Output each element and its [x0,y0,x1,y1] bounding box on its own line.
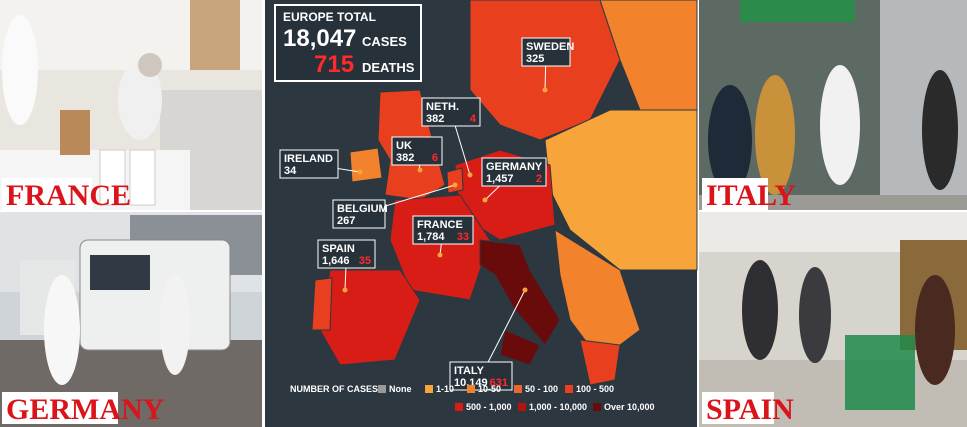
callout-box [421,97,481,127]
callout-dot [437,252,443,258]
legend-label: 50 - 100 [525,384,558,394]
callout-name: GERMANY [486,161,543,173]
callout-cases: 1,784 [417,231,445,243]
callout-dot [542,87,548,93]
total-deaths: 715 [314,51,354,78]
photo-label-box [2,392,118,424]
callout-deaths: 2 [536,173,542,185]
callout-name: NETH. [426,101,459,113]
callout-dot [522,287,528,293]
legend-swatch [565,385,573,393]
callout-box [332,199,386,229]
legend-label: 100 - 500 [576,384,614,394]
callout-deaths: 6 [432,152,438,164]
callout-box [449,361,513,391]
photo-label-box [2,178,92,210]
callout-name: SWEDEN [526,41,574,53]
callout-deaths: 35 [359,255,371,267]
photo-label: ITALY [706,179,796,212]
land [311,0,698,386]
callout-cases: 34 [284,165,297,177]
callout-cases: 382 [426,113,444,125]
callout-cases: 1,457 [486,173,514,185]
callout-cases: 1,646 [322,255,350,267]
callout-box [521,37,571,67]
callout-dot [467,172,473,178]
photo-label: SPAIN [706,393,794,426]
legend-label: 1,000 - 10,000 [529,402,587,412]
callout-name: FRANCE [417,219,463,231]
photo-labels: FRANCE GERMANY ITALY SPAIN [2,178,796,426]
legend-swatch [455,403,463,411]
callout-name: SPAIN [322,243,355,255]
legend-label: 10-50 [478,384,501,394]
callout-name: BELGIUM [337,203,388,215]
legend-label: 1-10 [436,384,454,394]
total-box: EUROPE TOTAL 18,047 CASES 715 DEATHS [274,4,422,82]
total-deaths-label: DEATHS [362,60,415,75]
callout-dot [342,287,348,293]
callout-dot [482,197,488,203]
callout-dot [357,169,363,175]
legend-label: 500 - 1,000 [466,402,512,412]
callout-box [481,157,547,187]
callout-box [412,215,474,245]
photo-label-box [702,178,768,210]
photo-italy [699,0,967,210]
callout-dot [417,167,423,173]
callout-name: UK [396,140,412,152]
photo-label-box [702,392,774,424]
legend-swatch [378,385,386,393]
callout-box [317,239,376,269]
total-cases: 18,047 [283,25,356,52]
callout-cases: 10,149 [454,377,488,389]
photo-label: GERMANY [6,393,165,426]
callout-cases: 267 [337,215,355,227]
photo-spain [699,212,967,427]
legend-title: NUMBER OF CASES [290,384,378,394]
callout-dot [452,182,458,188]
legend-swatch [593,403,601,411]
legend-label: Over 10,000 [604,402,655,412]
callout-name: ITALY [454,365,485,377]
total-title: EUROPE TOTAL [283,10,376,24]
legend-swatch [514,385,522,393]
callout-name: IRELAND [284,153,333,165]
legend-label: None [389,384,412,394]
callout-deaths: 4 [470,113,477,125]
legend: NUMBER OF CASES None 1-10 10-50 50 - 100 100… [290,384,655,412]
photo-label: FRANCE [6,179,131,212]
callout-deaths: 631 [490,377,508,389]
callout-cases: 382 [396,152,414,164]
legend-swatch [467,385,475,393]
legend-swatch [518,403,526,411]
callout-box [279,149,339,179]
callout-cases: 325 [526,53,544,65]
legend-swatch [425,385,433,393]
photo-germany [0,212,262,427]
callout-box [391,136,443,166]
callout-deaths: 33 [457,231,469,243]
total-cases-label: CASES [362,34,407,49]
